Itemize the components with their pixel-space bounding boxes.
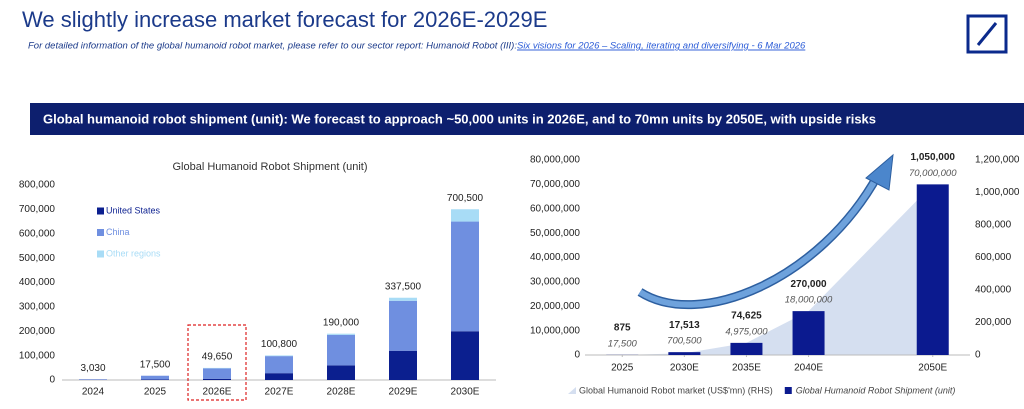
shipment-label: 270,000 [790, 279, 827, 290]
total-label: 190,000 [323, 317, 360, 328]
y-tick-label: 10,000,000 [530, 325, 580, 336]
y2-tick-label: 200,000 [975, 317, 1012, 328]
x-tick-label: 2024 [82, 387, 105, 398]
y-tick-label: 0 [574, 350, 580, 361]
bar [730, 342, 763, 355]
bar-segment [203, 378, 231, 380]
legend-swatch [568, 387, 576, 394]
chart-title: Global Humanoid Robot Shipment (unit) [172, 161, 367, 173]
bar-segment [327, 334, 355, 366]
market-label: 18,000,000 [785, 295, 833, 306]
bar-segment [265, 355, 293, 357]
total-label: 100,800 [261, 339, 298, 350]
subtitle: For detailed information of the global h… [28, 41, 517, 52]
banner-text: Global humanoid robot shipment (unit): W… [43, 111, 876, 126]
x-tick-label: 2025 [144, 387, 167, 398]
bar-segment [327, 365, 355, 380]
total-label: 337,500 [385, 281, 422, 292]
y-tick-label: 800,000 [19, 180, 56, 191]
y-tick-label: 500,000 [19, 253, 56, 264]
y-tick-label: 30,000,000 [530, 277, 580, 288]
x-tick-label: 2035E [732, 363, 761, 374]
bar [792, 311, 825, 355]
market-label: 700,500 [667, 336, 702, 347]
x-tick-label: 2028E [327, 387, 356, 398]
legend-swatch [97, 250, 104, 258]
shipment-label: 17,513 [669, 320, 700, 331]
slide-title: We slightly increase market forecast for… [22, 7, 547, 32]
bar-segment [389, 350, 417, 380]
total-label: 700,500 [447, 193, 484, 204]
bar [668, 352, 701, 355]
y2-tick-label: 0 [975, 350, 981, 361]
y-tick-label: 400,000 [19, 277, 56, 288]
y-tick-label: 300,000 [19, 302, 56, 313]
bar [916, 184, 949, 355]
bar-segment [389, 297, 417, 301]
y2-tick-label: 1,200,000 [975, 155, 1020, 166]
x-tick-label: 2027E [265, 387, 294, 398]
y2-tick-label: 1,000,000 [975, 187, 1020, 198]
growth-arrow [637, 153, 894, 310]
market-label: 17,500 [608, 338, 638, 349]
legend-swatch [784, 387, 792, 394]
y-tick-label: 0 [49, 375, 55, 386]
y-tick-label: 100,000 [19, 350, 56, 361]
logo [966, 14, 1008, 54]
bar-segment [141, 375, 169, 380]
banner-bg [30, 103, 1024, 135]
bar-segment [451, 331, 479, 380]
legend-label: Global Humanoid Robot Shipment (unit) [796, 385, 956, 395]
shipment-label: 875 [614, 322, 631, 333]
highlight-box [187, 324, 247, 401]
y-tick-label: 700,000 [19, 204, 56, 215]
bar-segment [451, 221, 479, 332]
bar-segment [451, 209, 479, 222]
total-label: 3,030 [80, 363, 105, 374]
x-tick-label: 2030E [670, 363, 699, 374]
market-label: 70,000,000 [909, 168, 957, 179]
y-tick-label: 80,000,000 [530, 155, 580, 166]
shipment-label: 1,050,000 [910, 152, 955, 163]
y-tick-label: 600,000 [19, 228, 56, 239]
report-link[interactable]: Six visions for 2026 – Scaling, iteratin… [517, 41, 806, 52]
y-tick-label: 60,000,000 [530, 203, 580, 214]
bar-segment [265, 356, 293, 374]
total-label: 49,650 [202, 352, 233, 363]
x-tick-label: 2030E [451, 387, 480, 398]
y-tick-label: 50,000,000 [530, 228, 580, 239]
y2-tick-label: 800,000 [975, 220, 1012, 231]
shipment-label: 74,625 [731, 311, 762, 322]
legend-label: Other regions [106, 248, 161, 258]
area [622, 184, 933, 355]
legend-label: United States [106, 205, 161, 215]
y2-tick-label: 600,000 [975, 252, 1012, 263]
y-tick-label: 40,000,000 [530, 252, 580, 263]
y-tick-label: 20,000,000 [530, 301, 580, 312]
x-tick-label: 2026E [203, 387, 232, 398]
legend-swatch [97, 207, 104, 215]
x-tick-label: 2029E [389, 387, 418, 398]
x-tick-label: 2050E [918, 363, 947, 374]
bar-segment [327, 333, 355, 335]
bar-segment [203, 368, 231, 379]
market-label: 4,975,000 [725, 326, 768, 337]
total-label: 17,500 [140, 359, 171, 370]
legend-label: Global Humanoid Robot market (US$'mn) (R… [579, 385, 773, 395]
bar-segment [141, 379, 169, 380]
y-tick-label: 70,000,000 [530, 179, 580, 190]
bar-segment [265, 373, 293, 380]
legend-swatch [97, 229, 104, 236]
x-tick-label: 2025 [611, 363, 634, 374]
bar-segment [389, 300, 417, 351]
y2-tick-label: 400,000 [975, 285, 1012, 296]
y-tick-label: 200,000 [19, 326, 56, 337]
legend-label: China [106, 227, 130, 237]
x-tick-label: 2040E [794, 363, 823, 374]
